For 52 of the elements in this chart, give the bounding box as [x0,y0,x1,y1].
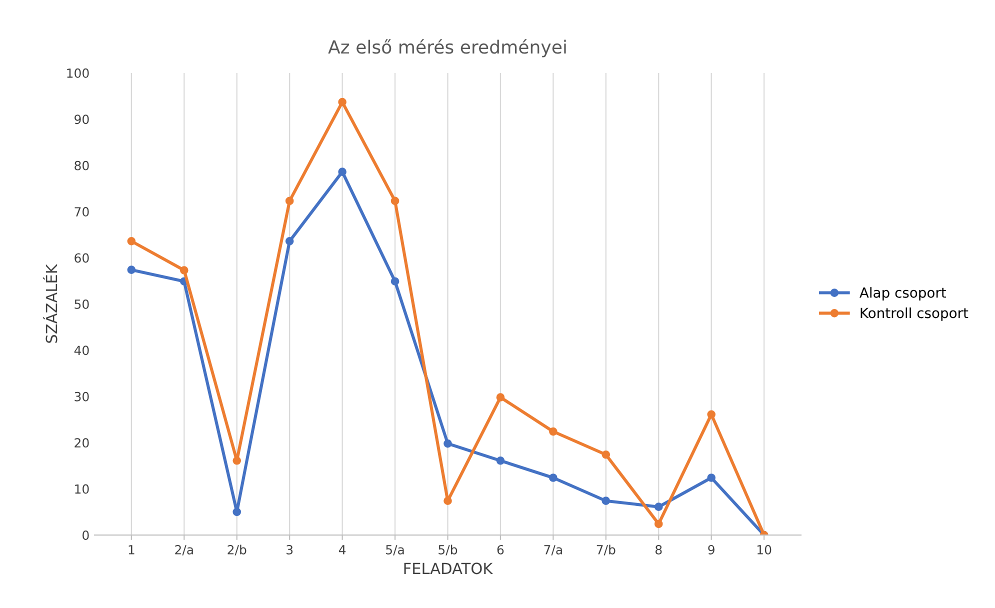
x-tick-label: 9 [708,544,714,554]
x-tick-label: 4 [338,545,346,554]
y-tick-label: 90 [74,114,89,124]
point [390,277,400,286]
legend-label: Kontroll csoport [860,307,968,321]
y-tick-label: 70 [74,207,89,217]
y-tick-label: 50 [74,299,89,309]
point [654,520,663,528]
x-tick-label: 8 [656,544,662,554]
point [444,496,452,506]
x-tick-label: 5/a [386,545,404,556]
point [496,456,505,465]
point [338,168,346,176]
y-tick-label: 80 [74,160,89,170]
point [549,474,558,482]
x-tick-label: 1 [128,545,134,554]
y-tick-label: 40 [74,346,89,356]
point [496,393,505,402]
point [602,496,610,506]
legend-label: Alap csoport [860,287,946,301]
point [390,196,400,206]
point [707,474,716,482]
point [180,266,188,274]
point [338,98,346,106]
y-tick-label: 10 [75,484,89,494]
y-tick-label: 30 [74,392,89,402]
point [602,450,610,459]
point [232,456,242,465]
point [444,439,452,448]
y-axis-title: SZÁZALÉK [42,264,58,343]
y-tick-label: 20 [74,438,89,448]
y-tick-label: 0 [82,530,89,540]
x-tick-label: 2/b [228,544,246,556]
point [285,236,294,246]
y-tick-label: 100 [67,68,89,78]
x-tick-label: 7/a [544,545,562,556]
point [127,266,136,274]
point [285,196,294,206]
chart-title: Az első mérés eredményei [328,39,566,58]
x-tick-label: 3 [286,544,293,554]
y-tick-label: 60 [74,253,89,263]
x-tick-label: 5/b [438,544,458,556]
x-tick-label: 7/b [596,544,616,556]
x-tick-label: 2/a [175,544,193,556]
point [707,410,716,419]
point [232,508,242,516]
point [654,502,663,512]
x-tick-label: 6 [497,544,504,554]
x-tick-label: 10 [757,544,772,554]
x-axis-title: FELADATOK [404,562,494,574]
point [127,236,136,246]
point [549,427,558,436]
